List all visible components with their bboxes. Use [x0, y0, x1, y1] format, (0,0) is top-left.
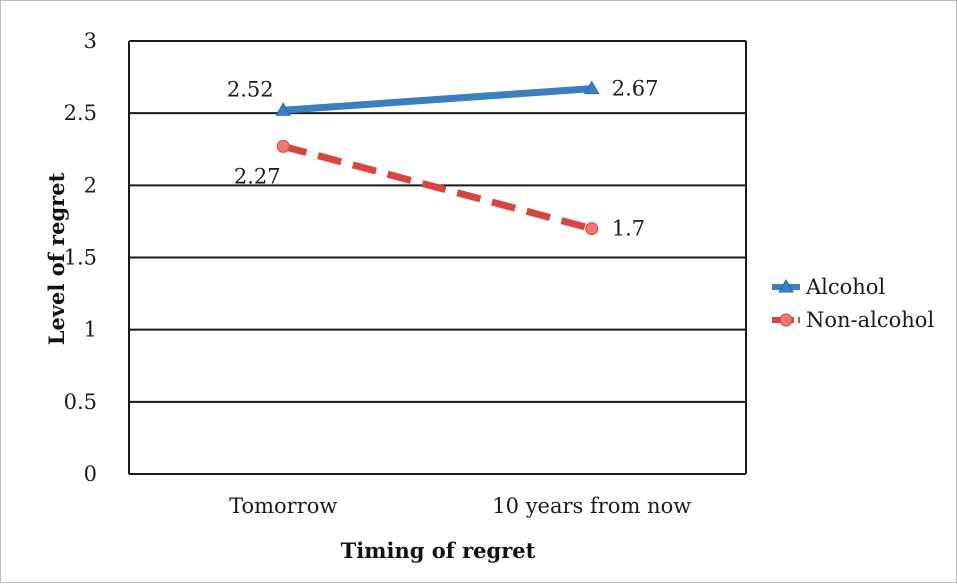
y-axis-title: Level of regret	[44, 172, 69, 345]
y-tick-label: 1	[84, 318, 97, 342]
series-marker	[275, 102, 292, 116]
series-line	[282, 142, 593, 233]
series-marker	[583, 80, 600, 95]
data-label: 1.7	[612, 217, 645, 241]
x-tick-label: Tomorrow	[229, 494, 337, 518]
legend: Alcohol Non-alcohol	[772, 275, 934, 332]
series-line	[283, 85, 592, 114]
data-label: 2.67	[612, 77, 659, 101]
legend-label: Non-alcohol	[806, 308, 934, 332]
y-tick-label: 0	[84, 462, 97, 486]
series-marker	[585, 222, 599, 236]
y-tick-label: 3	[84, 29, 97, 53]
legend-item: Alcohol	[772, 275, 885, 299]
x-axis-ticks: Tomorrow 10 years from now	[229, 494, 691, 518]
gridlines	[128, 40, 747, 475]
legend-label: Alcohol	[805, 275, 885, 299]
legend-marker	[779, 313, 793, 327]
legend-marker	[778, 279, 794, 293]
y-tick-label: 2.5	[64, 101, 97, 125]
y-tick-label: 0.5	[64, 390, 97, 414]
data-label: 2.27	[234, 164, 281, 188]
data-label: 2.52	[227, 77, 274, 101]
x-tick-label: 10 years from now	[492, 494, 691, 518]
x-axis-title: Timing of regret	[341, 538, 536, 563]
y-tick-label: 1.5	[64, 246, 97, 270]
series-marker	[276, 139, 290, 153]
series-lines	[275, 80, 600, 236]
legend-item: Non-alcohol	[772, 308, 934, 332]
y-tick-label: 2	[84, 173, 97, 197]
data-labels: 2.52 2.67 2.27 1.7	[227, 77, 659, 241]
y-axis-ticks: 0 0.5 1 1.5 2 2.5 3	[64, 29, 97, 486]
